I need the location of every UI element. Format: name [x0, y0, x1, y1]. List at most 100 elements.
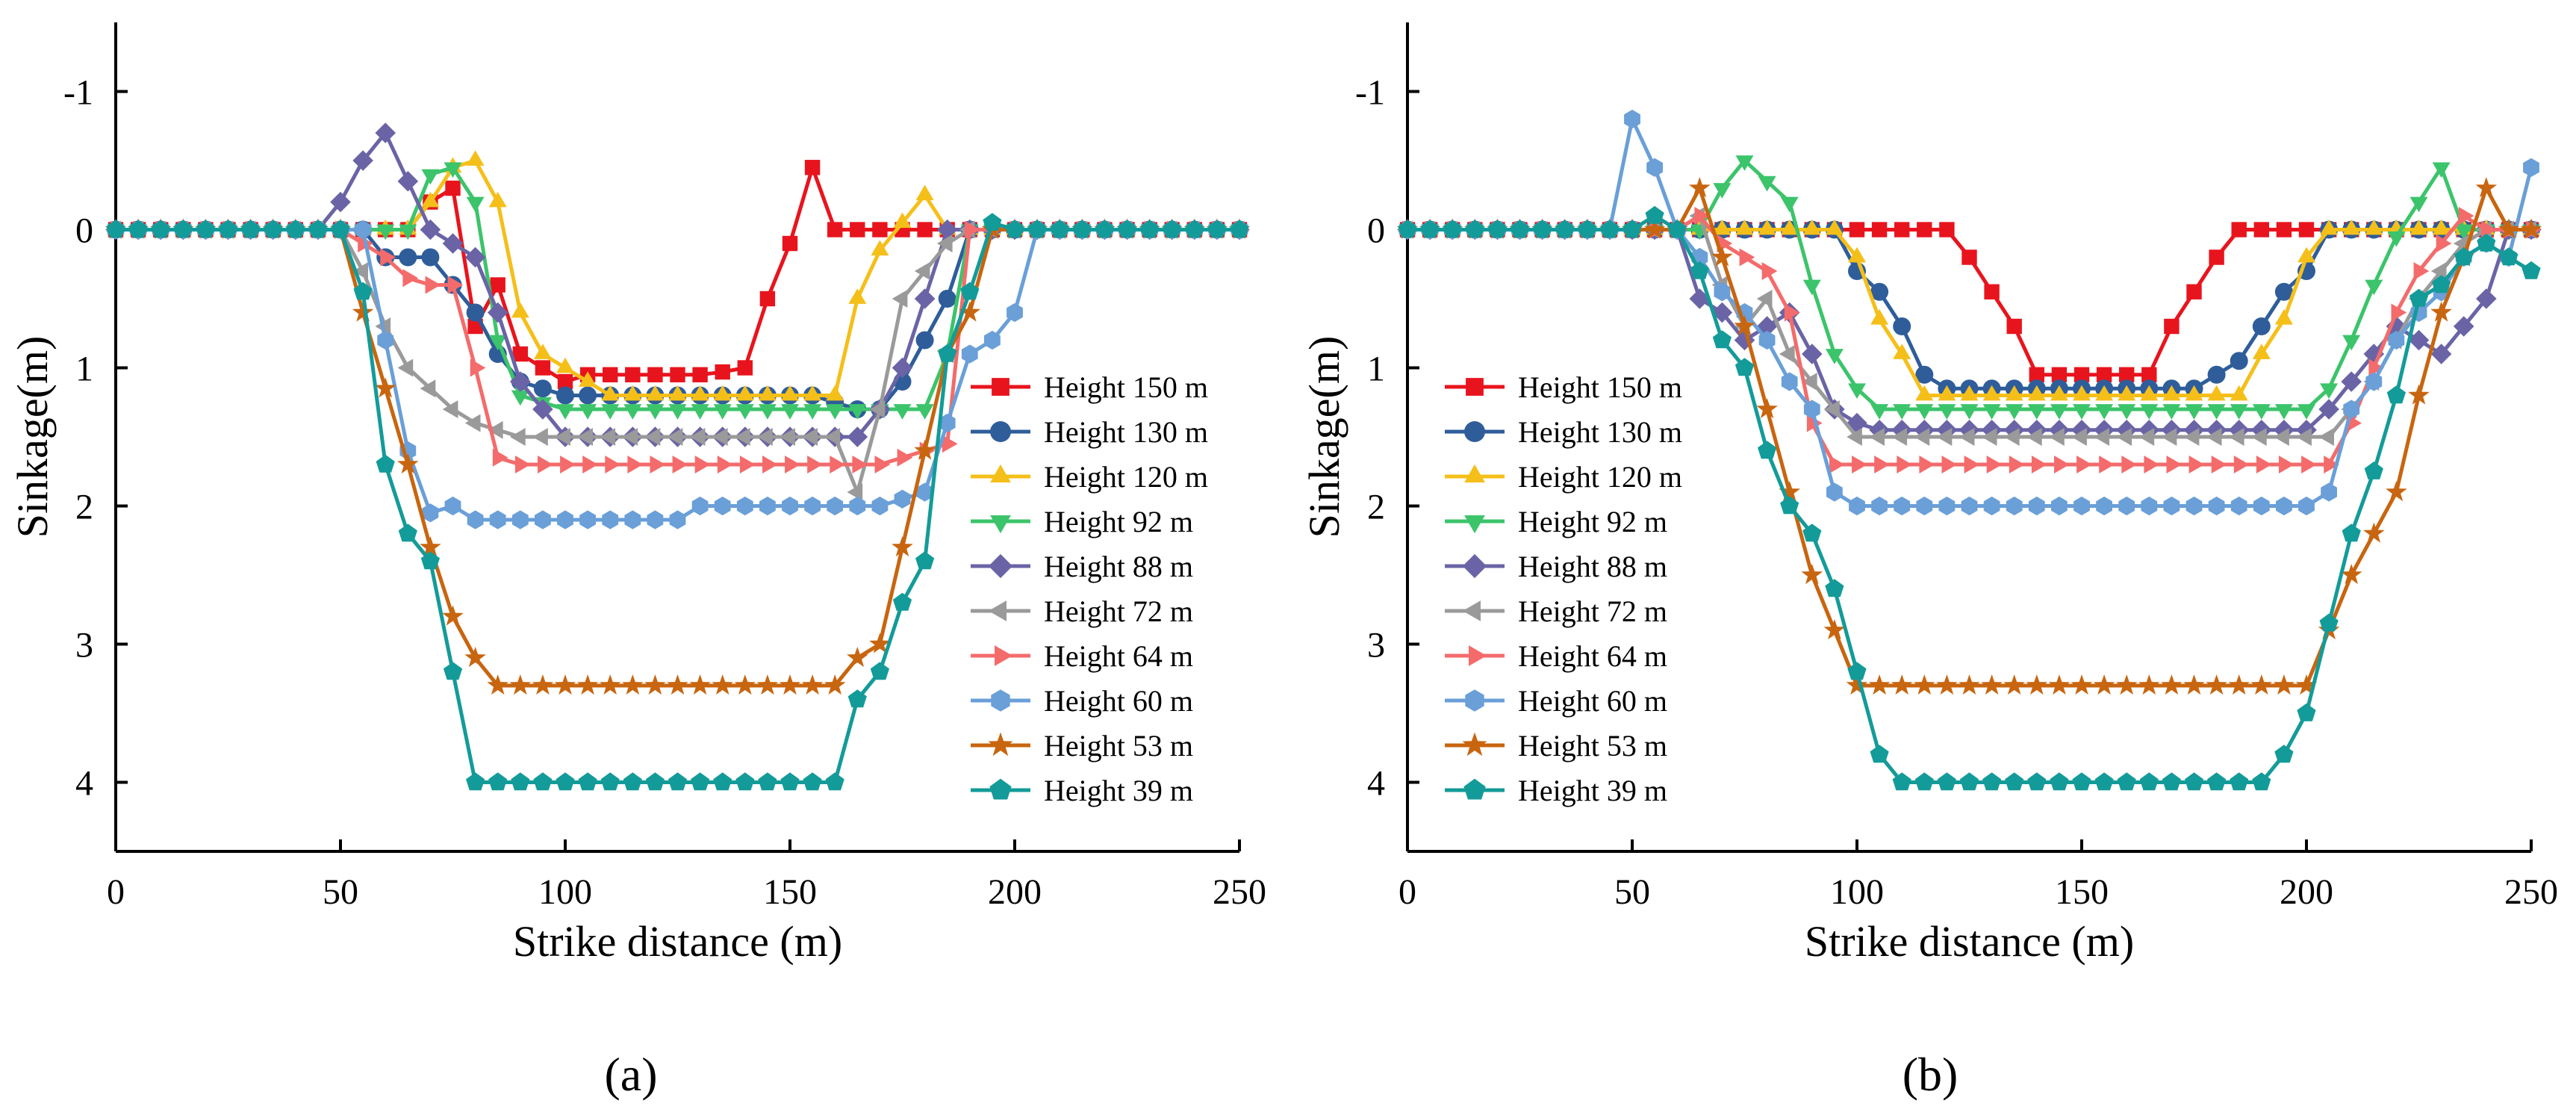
- data-point: [308, 220, 328, 238]
- data-point: [2230, 352, 2248, 370]
- x-axis-title: Strike distance (m): [513, 917, 842, 966]
- data-point: [1961, 249, 1977, 265]
- data-point: [1624, 109, 1640, 129]
- data-point: [2252, 404, 2271, 420]
- data-point: [352, 262, 368, 280]
- data-point: [377, 330, 394, 350]
- data-point: [871, 240, 889, 256]
- data-point: [938, 290, 956, 308]
- x-tick-label: 150: [2055, 872, 2109, 912]
- data-point: [2320, 383, 2339, 399]
- data-point: [1849, 496, 1865, 516]
- data-point: [2364, 462, 2383, 479]
- legend-marker: [1462, 553, 1487, 579]
- data-point: [713, 385, 732, 401]
- data-point: [1780, 196, 1799, 213]
- data-point: [2206, 674, 2227, 695]
- data-point: [691, 772, 710, 791]
- data-point: [1893, 404, 1911, 420]
- data-point: [964, 220, 980, 239]
- data-point: [2162, 404, 2181, 420]
- data-point: [511, 510, 529, 530]
- data-point: [1207, 220, 1227, 238]
- data-point: [712, 428, 728, 446]
- data-point: [850, 222, 865, 237]
- chart-panel-a: 0 50 100 150 200 250 -1 0 1 2 3 4 Strike distance (m…: [8, 22, 1266, 1101]
- data-point: [915, 331, 934, 350]
- data-point: [892, 357, 913, 379]
- data-point: [2363, 344, 2385, 364]
- data-point: [667, 674, 688, 695]
- data-point: [577, 428, 593, 446]
- y-axis-title: Sinkage(m): [1300, 336, 1348, 538]
- data-point: [1694, 207, 1711, 225]
- data-point: [173, 220, 193, 238]
- data-point: [489, 510, 506, 530]
- data-point: [466, 303, 485, 322]
- data-point: [735, 385, 754, 401]
- data-point: [2499, 247, 2519, 266]
- data-point: [2006, 318, 2022, 335]
- data-point: [2298, 496, 2315, 516]
- data-point: [2342, 524, 2361, 542]
- data-point: [421, 191, 440, 208]
- data-point: [2458, 207, 2474, 225]
- data-point: [1964, 456, 1980, 473]
- legend-marker: [990, 464, 1011, 482]
- data-point: [560, 456, 576, 473]
- data-point: [1959, 772, 1979, 791]
- data-point: [2432, 162, 2451, 178]
- legend-label: Height 39 m: [1518, 774, 1667, 807]
- y-tick-label: 4: [75, 764, 93, 804]
- data-point: [624, 510, 641, 530]
- legend-marker: [991, 689, 1010, 712]
- series-height-39-m: [1398, 205, 2541, 791]
- legend-label: Height 60 m: [1518, 684, 1667, 718]
- data-point: [1874, 456, 1890, 473]
- data-point: [1960, 404, 1979, 420]
- x-tick-label: 200: [988, 872, 1042, 912]
- data-point: [959, 301, 981, 322]
- legend-label: Height 39 m: [1044, 774, 1193, 807]
- data-point: [2207, 365, 2226, 384]
- data-point: [1870, 404, 1889, 420]
- data-point: [2050, 404, 2068, 420]
- legend-label: Height 92 m: [1044, 505, 1193, 538]
- data-point: [2365, 372, 2383, 391]
- data-point: [1643, 218, 1666, 239]
- data-point: [2118, 404, 2136, 420]
- data-point: [487, 420, 503, 439]
- legend-label: Height 53 m: [1518, 729, 1667, 763]
- data-point: [2477, 233, 2496, 252]
- data-point: [1893, 344, 1911, 359]
- data-point: [2118, 496, 2135, 516]
- data-point: [691, 496, 709, 516]
- data-point: [579, 510, 596, 530]
- data-point: [824, 428, 841, 446]
- data-point: [2231, 222, 2247, 237]
- data-point: [533, 344, 552, 359]
- data-point: [781, 404, 799, 420]
- data-point: [2138, 674, 2160, 695]
- data-point: [374, 377, 396, 398]
- data-point: [870, 662, 889, 680]
- data-point: [645, 772, 665, 791]
- data-point: [1938, 496, 1956, 516]
- data-point: [579, 386, 597, 405]
- data-point: [2183, 674, 2205, 695]
- data-point: [691, 404, 709, 420]
- data-point: [2029, 367, 2044, 382]
- data-point: [759, 291, 776, 307]
- data-point: [2096, 367, 2112, 382]
- data-point: [1443, 220, 1462, 238]
- data-point: [983, 213, 1002, 231]
- data-point: [582, 456, 598, 473]
- data-point: [1870, 745, 1889, 763]
- data-point: [735, 404, 754, 420]
- data-point: [1825, 219, 1844, 235]
- x-tick-label: 100: [1830, 872, 1884, 912]
- data-point: [780, 772, 800, 791]
- data-point: [1891, 428, 1908, 446]
- data-point: [2026, 674, 2048, 695]
